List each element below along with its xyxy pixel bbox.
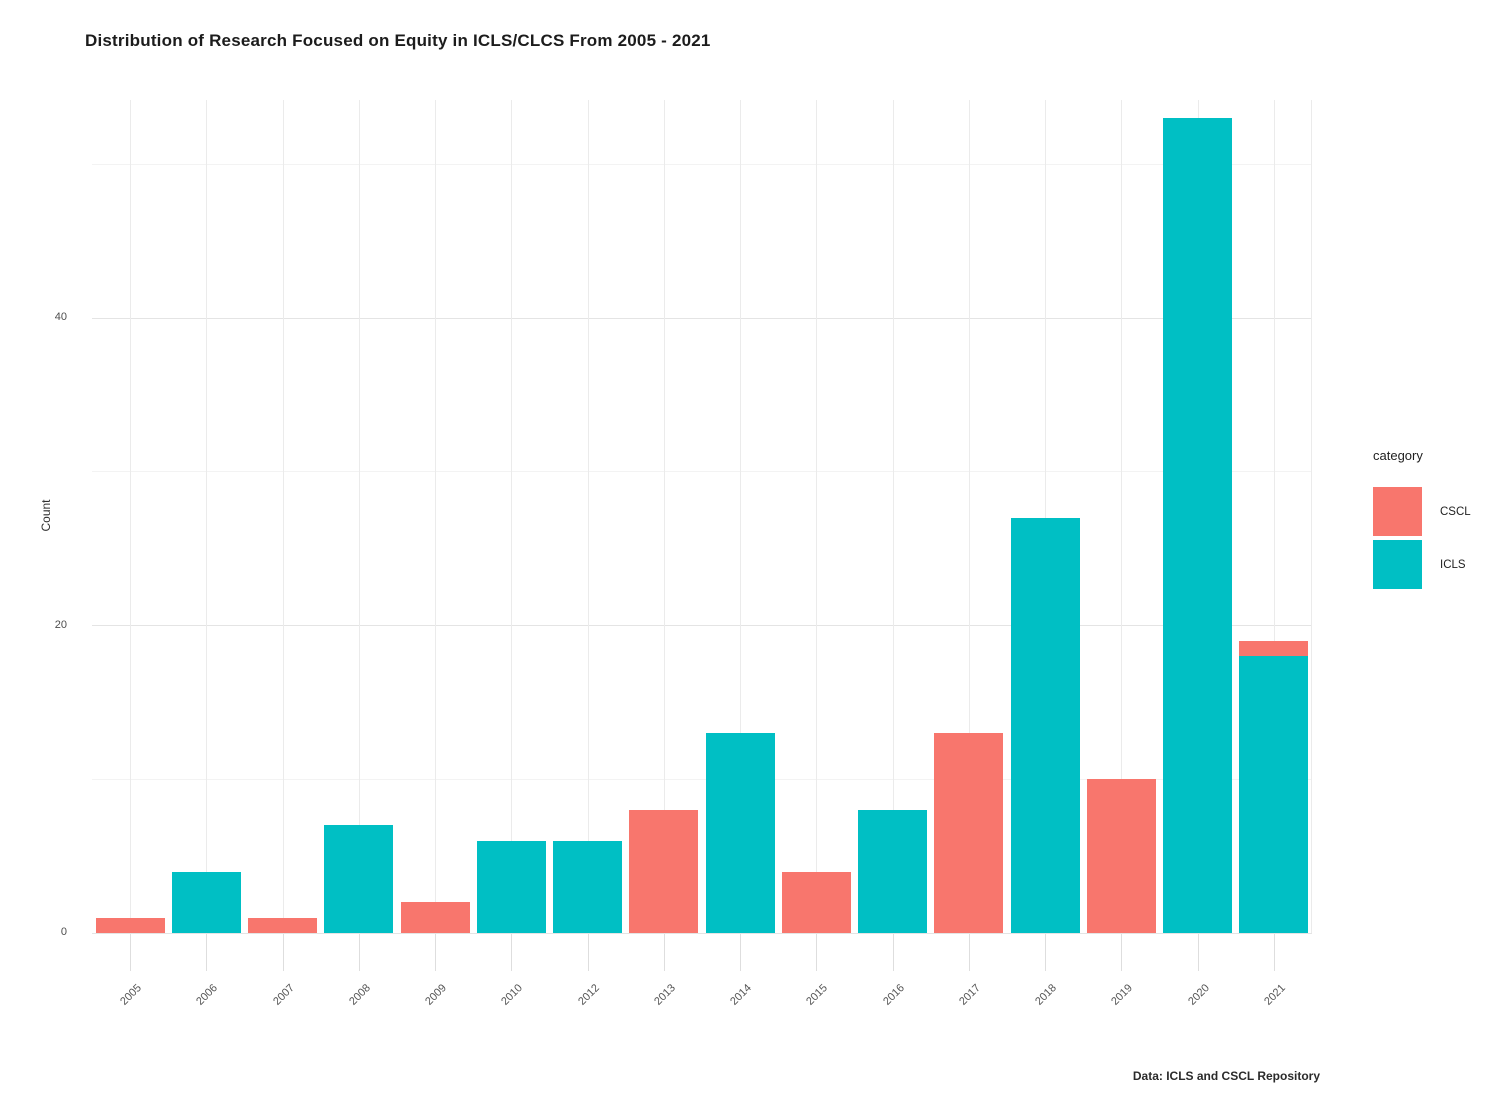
minor-gridline xyxy=(92,778,1312,780)
legend-item-ICLS: ICLS xyxy=(1373,540,1491,589)
x-tick-label: 2006 xyxy=(193,982,220,1008)
legend-item-CSCL: CSCL xyxy=(1373,487,1491,536)
major-gridline xyxy=(92,625,1312,627)
legend-swatch-CSCL xyxy=(1373,487,1422,536)
x-tick-label: 2014 xyxy=(727,982,754,1008)
x-tick-mark xyxy=(1198,934,1199,971)
bar-2007-CSCL xyxy=(248,918,317,933)
x-tick-mark xyxy=(664,934,665,971)
y-tick-label: 40 xyxy=(54,311,67,323)
vertical-gridline xyxy=(1274,100,1275,933)
legend: category CSCL ICLS xyxy=(1373,448,1491,593)
x-tick-label: 2008 xyxy=(346,982,373,1008)
bar-2010-ICLS xyxy=(477,841,546,933)
legend-swatch-ICLS xyxy=(1373,540,1422,589)
x-tick-mark xyxy=(1045,934,1046,971)
x-tick-mark xyxy=(1121,934,1122,971)
x-tick-mark xyxy=(511,934,512,971)
vertical-gridline xyxy=(588,100,589,933)
x-tick-mark xyxy=(359,934,360,971)
vertical-gridline xyxy=(435,100,436,933)
bar-2013-CSCL xyxy=(629,810,698,933)
major-gridline xyxy=(92,932,1312,934)
bar-2016-ICLS xyxy=(858,810,927,933)
major-gridline xyxy=(92,317,1312,319)
x-tick-label: 2019 xyxy=(1108,982,1135,1008)
x-tick-label: 2007 xyxy=(270,982,297,1008)
bar-2017-CSCL xyxy=(934,733,1003,933)
x-tick-mark xyxy=(816,934,817,971)
bar-2005-CSCL xyxy=(96,918,165,933)
bar-2019-CSCL xyxy=(1087,779,1156,933)
x-tick-label: 2021 xyxy=(1261,982,1288,1008)
x-tick-label: 2018 xyxy=(1032,982,1059,1008)
vertical-gridline xyxy=(740,100,741,933)
x-tick-mark xyxy=(893,934,894,971)
bar-2021-CSCL xyxy=(1239,641,1308,656)
x-tick-label: 2013 xyxy=(651,982,678,1008)
x-tick-mark xyxy=(1274,934,1275,971)
vertical-gridline xyxy=(1121,100,1122,933)
bar-2015-CSCL xyxy=(782,872,851,933)
bar-2006-ICLS xyxy=(172,872,241,933)
bar-2012-ICLS xyxy=(553,841,622,933)
bar-2018-ICLS xyxy=(1011,518,1080,933)
vertical-gridline xyxy=(1045,100,1046,933)
legend-items: CSCL ICLS xyxy=(1373,487,1491,589)
vertical-gridline xyxy=(359,100,360,933)
vertical-gridline xyxy=(511,100,512,933)
minor-gridline xyxy=(92,471,1312,473)
x-tick-mark xyxy=(435,934,436,971)
x-tick-label: 2015 xyxy=(803,982,830,1008)
vertical-gridline xyxy=(969,100,970,933)
chart-title: Distribution of Research Focused on Equi… xyxy=(85,31,711,50)
x-tick-mark xyxy=(740,934,741,971)
x-tick-label: 2009 xyxy=(422,982,449,1008)
caption: Data: ICLS and CSCL Repository xyxy=(1132,1069,1320,1083)
x-tick-mark xyxy=(206,934,207,971)
y-axis-label: Count xyxy=(39,499,53,532)
x-tick-label: 2016 xyxy=(880,982,907,1008)
vertical-gridline xyxy=(664,100,665,933)
x-tick-label: 2012 xyxy=(575,982,602,1008)
bar-2014-ICLS xyxy=(706,733,775,933)
vertical-gridline xyxy=(893,100,894,933)
bar-2008-ICLS xyxy=(324,825,393,933)
legend-title: category xyxy=(1373,448,1423,463)
y-tick-label: 0 xyxy=(60,926,67,938)
x-tick-label: 2020 xyxy=(1185,982,1212,1008)
bar-2020-ICLS xyxy=(1163,118,1232,933)
x-tick-mark xyxy=(283,934,284,971)
minor-gridline xyxy=(92,164,1312,166)
plot-panel xyxy=(92,100,1312,934)
vertical-gridline xyxy=(816,100,817,933)
legend-item-label: CSCL xyxy=(1440,505,1471,518)
x-tick-label: 2005 xyxy=(117,982,144,1008)
legend-item-label: ICLS xyxy=(1440,558,1466,571)
x-tick-mark xyxy=(130,934,131,971)
bar-2009-CSCL xyxy=(401,902,470,933)
y-tick-label: 20 xyxy=(54,619,67,631)
vertical-gridline xyxy=(130,100,131,933)
x-tick-mark xyxy=(588,934,589,971)
x-tick-mark xyxy=(969,934,970,971)
vertical-gridline xyxy=(283,100,284,933)
bar-2021-ICLS xyxy=(1239,656,1308,933)
panel-edge-gridline xyxy=(1311,100,1312,933)
x-tick-label: 2017 xyxy=(956,982,983,1008)
x-tick-label: 2010 xyxy=(498,982,525,1008)
vertical-gridline xyxy=(206,100,207,933)
